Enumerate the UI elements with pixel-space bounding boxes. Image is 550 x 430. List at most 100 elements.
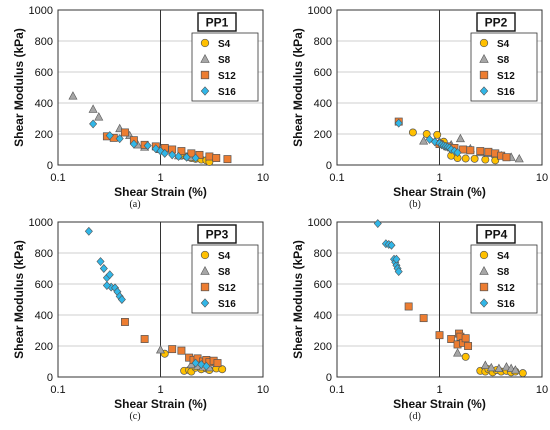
data-point-s12	[121, 128, 129, 137]
data-point-s12	[419, 314, 428, 323]
legend-label-s4: S4	[218, 251, 231, 262]
data-point-s16	[129, 139, 138, 149]
legend-marker-s8	[200, 265, 210, 275]
y-tick-label: 600	[35, 279, 53, 291]
data-point-s12	[177, 346, 186, 355]
legend: S4 S8 S12 S16	[191, 32, 259, 102]
data-point-s4	[422, 130, 431, 138]
x-tick-label: 1	[157, 172, 163, 184]
data-point-s16	[89, 119, 98, 129]
legend-label-s8: S8	[218, 267, 231, 278]
data-point-s12	[177, 147, 186, 155]
panel-caption: (a)	[129, 199, 140, 210]
data-point-s16	[117, 295, 126, 304]
chart-panel-pp4: 0 200 400 600 800 1000 0.1 1 10 Shear Strain (%) S…	[291, 217, 548, 422]
plot-frame	[57, 221, 264, 378]
legend-label-s16: S16	[497, 87, 515, 98]
series-s12	[404, 302, 473, 350]
y-tick-label: 1000	[29, 5, 53, 17]
data-point-s8	[94, 112, 104, 121]
data-point-s4	[470, 154, 479, 163]
legend-label-s4: S4	[497, 251, 510, 262]
panel-title-box	[476, 12, 516, 32]
y-tick-label: 0	[47, 372, 53, 384]
series-s12	[121, 318, 222, 368]
data-point-s16	[392, 254, 401, 264]
data-point-s4	[218, 365, 227, 374]
data-point-s4	[433, 130, 442, 139]
y-tick-label: 1000	[308, 5, 332, 17]
data-point-s16	[394, 267, 403, 277]
data-point-s16	[102, 281, 111, 290]
panel-title: PP3	[206, 228, 229, 242]
data-point-s12	[205, 152, 214, 161]
x-tick-label: 0.1	[50, 172, 65, 184]
data-point-s16	[160, 148, 169, 158]
plot-frame	[336, 9, 543, 166]
y-tick-label: 400	[35, 98, 53, 110]
y-tick-label: 1000	[308, 217, 332, 229]
x-tick-label: 0.1	[50, 384, 65, 396]
data-point-s16	[430, 137, 439, 147]
x-tick-label: 10	[536, 384, 548, 396]
data-point-s16	[202, 361, 211, 371]
data-point-s16	[84, 226, 93, 236]
panel-caption: (b)	[409, 199, 421, 210]
y-tick-label: 200	[314, 341, 332, 353]
data-point-s16	[168, 150, 177, 160]
legend-marker-s4	[200, 250, 210, 260]
data-point-s4	[518, 369, 527, 378]
y-tick-label: 800	[314, 248, 332, 260]
data-point-s12	[476, 147, 485, 155]
series-s16	[373, 219, 403, 277]
data-point-s8	[480, 360, 490, 369]
y-axis-label: Shear Modulus (kPa)	[291, 28, 305, 147]
data-point-s8	[455, 133, 465, 143]
x-axis-label: Shear Strain (%)	[393, 185, 486, 199]
x-tick-label: 10	[257, 384, 269, 396]
panel-title-box	[476, 224, 516, 244]
y-tick-label: 400	[35, 310, 53, 322]
series-s16	[84, 226, 211, 371]
legend-label-s12: S12	[218, 71, 236, 82]
data-point-s4	[461, 352, 470, 361]
data-point-s16	[387, 240, 396, 250]
data-point-s16	[191, 358, 200, 368]
data-point-s8	[419, 136, 429, 145]
legend-label-s16: S16	[218, 299, 236, 310]
legend-marker-s16	[200, 298, 210, 308]
legend-label-s8: S8	[218, 55, 231, 66]
legend-marker-s8	[200, 53, 210, 63]
panel-title: PP1	[206, 16, 229, 30]
data-point-s12	[466, 146, 475, 155]
panel-title: PP4	[485, 228, 508, 242]
x-tick-label: 0.1	[329, 172, 344, 184]
legend-marker-s12	[200, 70, 210, 80]
data-point-s16	[373, 219, 382, 228]
y-tick-label: 600	[314, 279, 332, 291]
legend-label-s8: S8	[497, 267, 510, 278]
data-point-s16	[394, 118, 403, 128]
legend-marker-s16	[479, 86, 489, 96]
legend: S4 S8 S12 S16	[470, 32, 538, 102]
y-axis-label: Shear Modulus (kPa)	[12, 28, 26, 147]
data-point-s8	[68, 91, 78, 100]
chart-panel-pp1: 0 200 400 600 800 1000 0.1 1 10 Shear Strain (%) S…	[12, 5, 269, 210]
panel-caption: (c)	[129, 411, 140, 422]
y-tick-label: 0	[326, 160, 332, 172]
series-s8	[68, 91, 196, 161]
x-tick-label: 0.1	[329, 384, 344, 396]
data-point-s12	[121, 318, 129, 326]
data-point-s12	[187, 149, 196, 158]
data-point-s16	[105, 131, 114, 140]
x-tick-label: 1	[436, 384, 442, 396]
y-tick-label: 1000	[29, 217, 53, 229]
y-tick-label: 200	[314, 129, 332, 141]
data-point-s8	[510, 365, 520, 374]
data-point-s8	[494, 363, 504, 372]
legend-label-s12: S12	[218, 283, 236, 294]
legend-label-s4: S4	[218, 39, 231, 50]
legend-marker-s16	[200, 86, 210, 96]
legend-label-s12: S12	[497, 283, 515, 294]
legend-marker-s8	[479, 53, 489, 63]
